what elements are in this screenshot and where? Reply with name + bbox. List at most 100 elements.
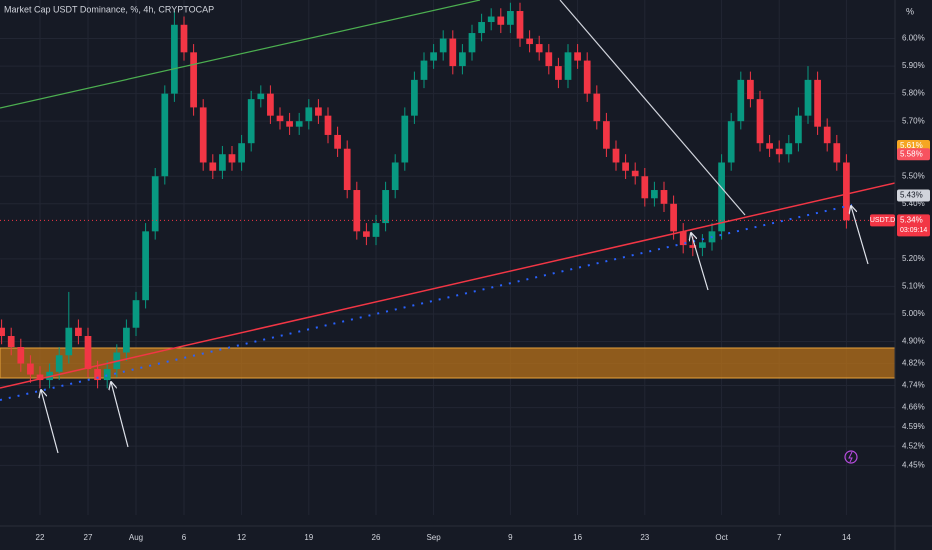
candle-body xyxy=(238,143,245,163)
candle-body xyxy=(603,121,610,149)
y-tick-label: 4.90% xyxy=(902,337,925,346)
candle-body xyxy=(775,148,783,155)
candle-body xyxy=(823,126,831,144)
candle-body xyxy=(545,52,553,67)
candle-body xyxy=(699,242,706,248)
candle-body xyxy=(747,79,754,100)
candle-body xyxy=(209,162,217,171)
price-tag xyxy=(897,148,930,161)
y-tick-label: 5.80% xyxy=(902,89,925,98)
price-tag-label: 5.61% xyxy=(900,141,923,150)
candle-body xyxy=(660,190,668,204)
candle-body xyxy=(449,38,457,67)
candle-body xyxy=(276,115,284,122)
arrow xyxy=(851,206,869,265)
y-tick-label: 5.50% xyxy=(902,171,925,180)
candle-body xyxy=(103,369,111,381)
candle-body xyxy=(497,16,505,25)
y-tick-label: 5.10% xyxy=(902,282,925,291)
candle-body xyxy=(7,335,15,348)
candle-body xyxy=(247,99,255,144)
x-tick-label: 7 xyxy=(777,533,782,542)
candle-body xyxy=(65,327,73,356)
x-tick-label: 27 xyxy=(84,533,93,542)
zone-layer xyxy=(0,347,895,379)
alert-icon[interactable] xyxy=(844,450,858,464)
candle-body xyxy=(267,93,274,116)
countdown: 03:09:14 xyxy=(900,227,927,234)
y-tick-label: 4.66% xyxy=(902,403,925,412)
alert-icon-bolt xyxy=(848,451,853,463)
x-tick-label: Aug xyxy=(129,533,143,542)
symbol-tag-label: USDT.D xyxy=(870,217,895,224)
candle-body xyxy=(679,231,687,246)
x-tick-label: 16 xyxy=(573,533,582,542)
candle-body xyxy=(199,107,207,163)
candle-body xyxy=(295,121,303,127)
candle-body xyxy=(622,162,629,171)
trend-line xyxy=(0,182,895,389)
x-tick-label: 19 xyxy=(304,533,313,542)
candle-body xyxy=(228,154,236,163)
y-tick-label: 5.40% xyxy=(902,199,925,208)
candle-body xyxy=(795,115,802,144)
candle-body xyxy=(507,11,514,25)
y-tick-label: 4.45% xyxy=(902,461,925,470)
candle-body xyxy=(718,162,725,232)
candle-body xyxy=(737,79,745,122)
candle-body xyxy=(555,66,562,80)
y-tick-label: 4.59% xyxy=(902,422,925,431)
x-tick-label: Sep xyxy=(426,533,441,542)
candle-body xyxy=(75,327,82,336)
price-tag-label: 5.58% xyxy=(900,149,923,158)
candle-body xyxy=(324,115,332,135)
candle-body xyxy=(343,148,351,191)
x-tick-label: 26 xyxy=(372,533,381,542)
candle-body xyxy=(411,79,418,116)
x-tick-label: 9 xyxy=(508,533,513,542)
y-tick-label: 6.00% xyxy=(902,34,925,43)
candle-body xyxy=(151,176,159,232)
candle-body xyxy=(286,121,293,127)
price-tag-label: 5.43% xyxy=(900,191,923,200)
trend-line xyxy=(0,0,481,109)
candle-body xyxy=(814,79,821,127)
candle-body xyxy=(766,143,773,149)
candle-body xyxy=(670,203,677,232)
candle-body xyxy=(382,190,389,224)
candle-body xyxy=(843,162,850,221)
candle-body xyxy=(689,245,697,248)
price-tag xyxy=(897,189,930,202)
y-tick-label: 5.00% xyxy=(902,309,925,318)
candle-body xyxy=(478,22,485,34)
candle-body xyxy=(612,148,620,163)
candle-body xyxy=(219,154,226,171)
candle-body xyxy=(439,38,447,53)
symbol-tag xyxy=(870,214,895,227)
x-tick-label: 12 xyxy=(237,533,246,542)
x-tick-label: 23 xyxy=(640,533,649,542)
x-tick-label: Oct xyxy=(715,533,728,542)
candle-body xyxy=(574,52,581,61)
y-tick-label: 4.52% xyxy=(902,441,925,450)
candle-body xyxy=(420,60,428,80)
y-unit: % xyxy=(906,6,914,16)
candle-body xyxy=(641,176,649,199)
y-tick-label: 5.70% xyxy=(902,116,925,125)
candle-body xyxy=(161,93,169,177)
last-price-label: 5.34% xyxy=(900,215,923,224)
candle-body xyxy=(17,347,25,364)
candle-body xyxy=(756,99,764,144)
candle-body xyxy=(468,33,476,53)
candle-body xyxy=(36,374,44,381)
candle-body xyxy=(593,93,601,122)
candle-body xyxy=(180,24,188,53)
candle-body xyxy=(727,121,735,163)
candle-body xyxy=(142,231,149,301)
last-price-tag xyxy=(897,214,930,237)
candle-body xyxy=(0,327,5,336)
candle-body xyxy=(459,52,466,67)
candle-body xyxy=(171,24,178,94)
arrow xyxy=(691,233,709,291)
